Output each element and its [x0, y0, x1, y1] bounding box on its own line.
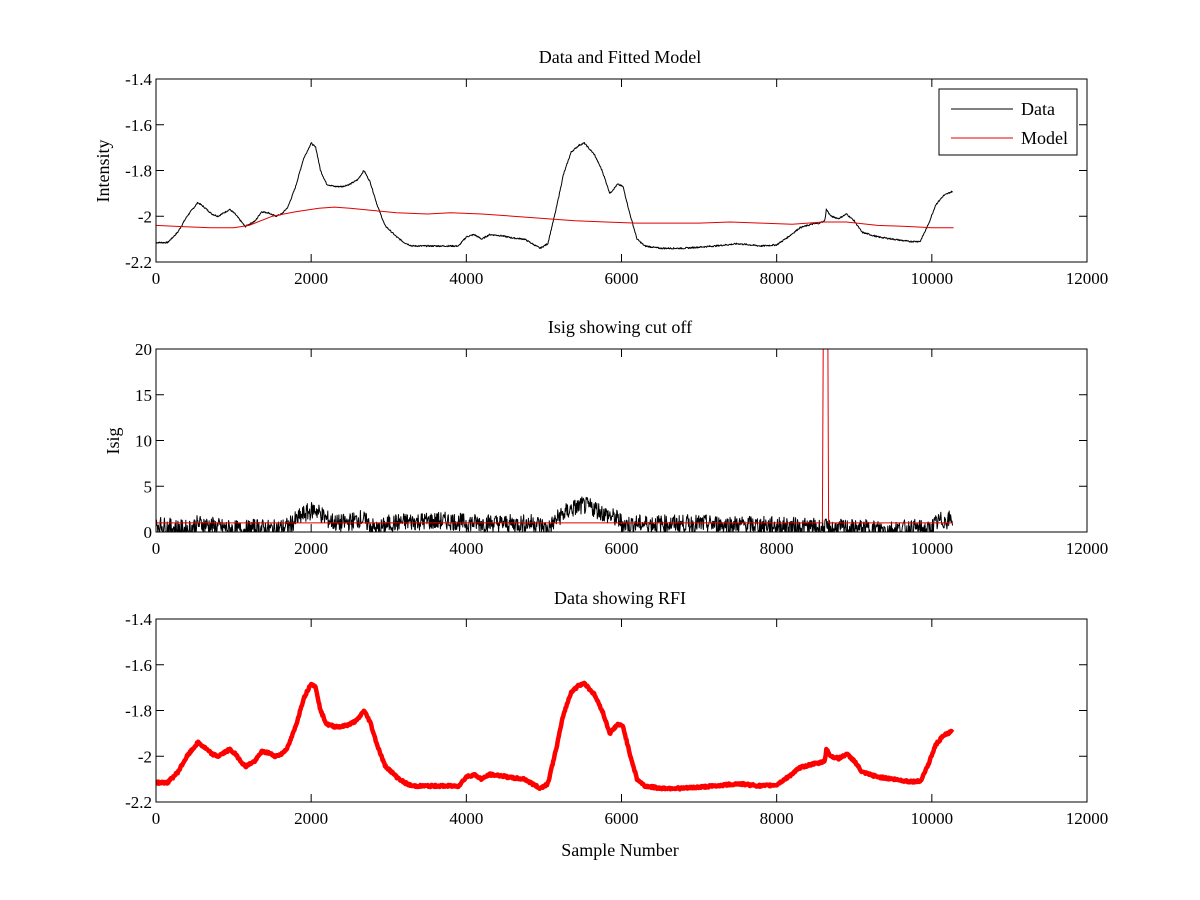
y-tick-label: -1.4	[125, 610, 152, 629]
legend-data-label: Data	[1021, 99, 1055, 119]
legend: Data Model	[938, 88, 1078, 156]
plot-area: 0 2000 4000 6000 8000 10000 12000 0 5 10 15 20	[135, 340, 1108, 558]
x-axis-label: Sample Number	[561, 840, 678, 860]
y-tick-label: 5	[144, 477, 153, 496]
x-tick-label: 8000	[760, 809, 794, 828]
y-axis-label: Isig	[103, 428, 123, 455]
series-line-0	[156, 496, 953, 532]
y-tick-label: 10	[135, 432, 152, 451]
x-tick-label: 12000	[1066, 809, 1109, 828]
panel-title: Data and Fitted Model	[539, 47, 701, 67]
x-tick-label: 2000	[294, 809, 328, 828]
panel-title: Data showing RFI	[554, 588, 686, 608]
plot-area: 0 2000 4000 6000 8000 10000 12000 -2.2 -2 -1.8 -1.…	[125, 70, 1108, 288]
x-tick-label: 8000	[760, 539, 794, 558]
x-tick-label: 0	[152, 539, 161, 558]
x-tick-label: 10000	[911, 269, 954, 288]
legend-box	[938, 88, 1078, 156]
y-tick-label: -2.2	[125, 253, 152, 272]
x-tick-label: 8000	[760, 269, 794, 288]
x-tick-label: 4000	[449, 809, 483, 828]
y-axis-label: Intensity	[93, 140, 113, 203]
y-tick-label: -1.6	[125, 116, 152, 135]
series-line-0	[156, 680, 955, 792]
y-tick-label: 0	[144, 523, 153, 542]
x-tick-label: 6000	[605, 269, 639, 288]
legend-model-label: Model	[1021, 128, 1068, 148]
x-tick-label: 4000	[449, 539, 483, 558]
series-line-model	[156, 206, 954, 229]
middle-panel: Isig showing cut off Isig 0 2000 4000 6000 8…	[103, 317, 1108, 558]
y-tick-label: -2.2	[125, 793, 152, 812]
x-tick-label: 10000	[911, 809, 954, 828]
x-tick-label: 10000	[911, 539, 954, 558]
y-tick-label: 20	[135, 340, 152, 359]
plot-area: 0 2000 4000 6000 8000 10000 12000 -2.2 -2 -1.8 -1.…	[125, 610, 1108, 828]
y-tick-label: -1.4	[125, 70, 152, 89]
x-tick-label: 12000	[1066, 269, 1109, 288]
top-panel: Data and Fitted Model Intensity 0 2000 400…	[93, 47, 1108, 288]
panel-title: Isig showing cut off	[548, 317, 692, 337]
y-tick-label: -1.8	[125, 702, 152, 721]
x-tick-label: 2000	[294, 269, 328, 288]
x-tick-label: 6000	[605, 539, 639, 558]
y-tick-label: -1.6	[125, 656, 152, 675]
x-tick-label: 2000	[294, 539, 328, 558]
x-tick-label: 4000	[449, 269, 483, 288]
y-tick-label: -2	[138, 207, 152, 226]
x-tick-label: 6000	[605, 809, 639, 828]
bottom-panel: Data showing RFI Sample Number 0 2000 4000…	[125, 588, 1108, 860]
y-tick-label: -2	[138, 747, 152, 766]
series-line-1	[156, 349, 953, 524]
x-tick-label: 0	[152, 269, 161, 288]
x-tick-label: 0	[152, 809, 161, 828]
y-tick-label: -1.8	[125, 162, 152, 181]
y-tick-label: 15	[135, 386, 152, 405]
x-tick-label: 12000	[1066, 539, 1109, 558]
